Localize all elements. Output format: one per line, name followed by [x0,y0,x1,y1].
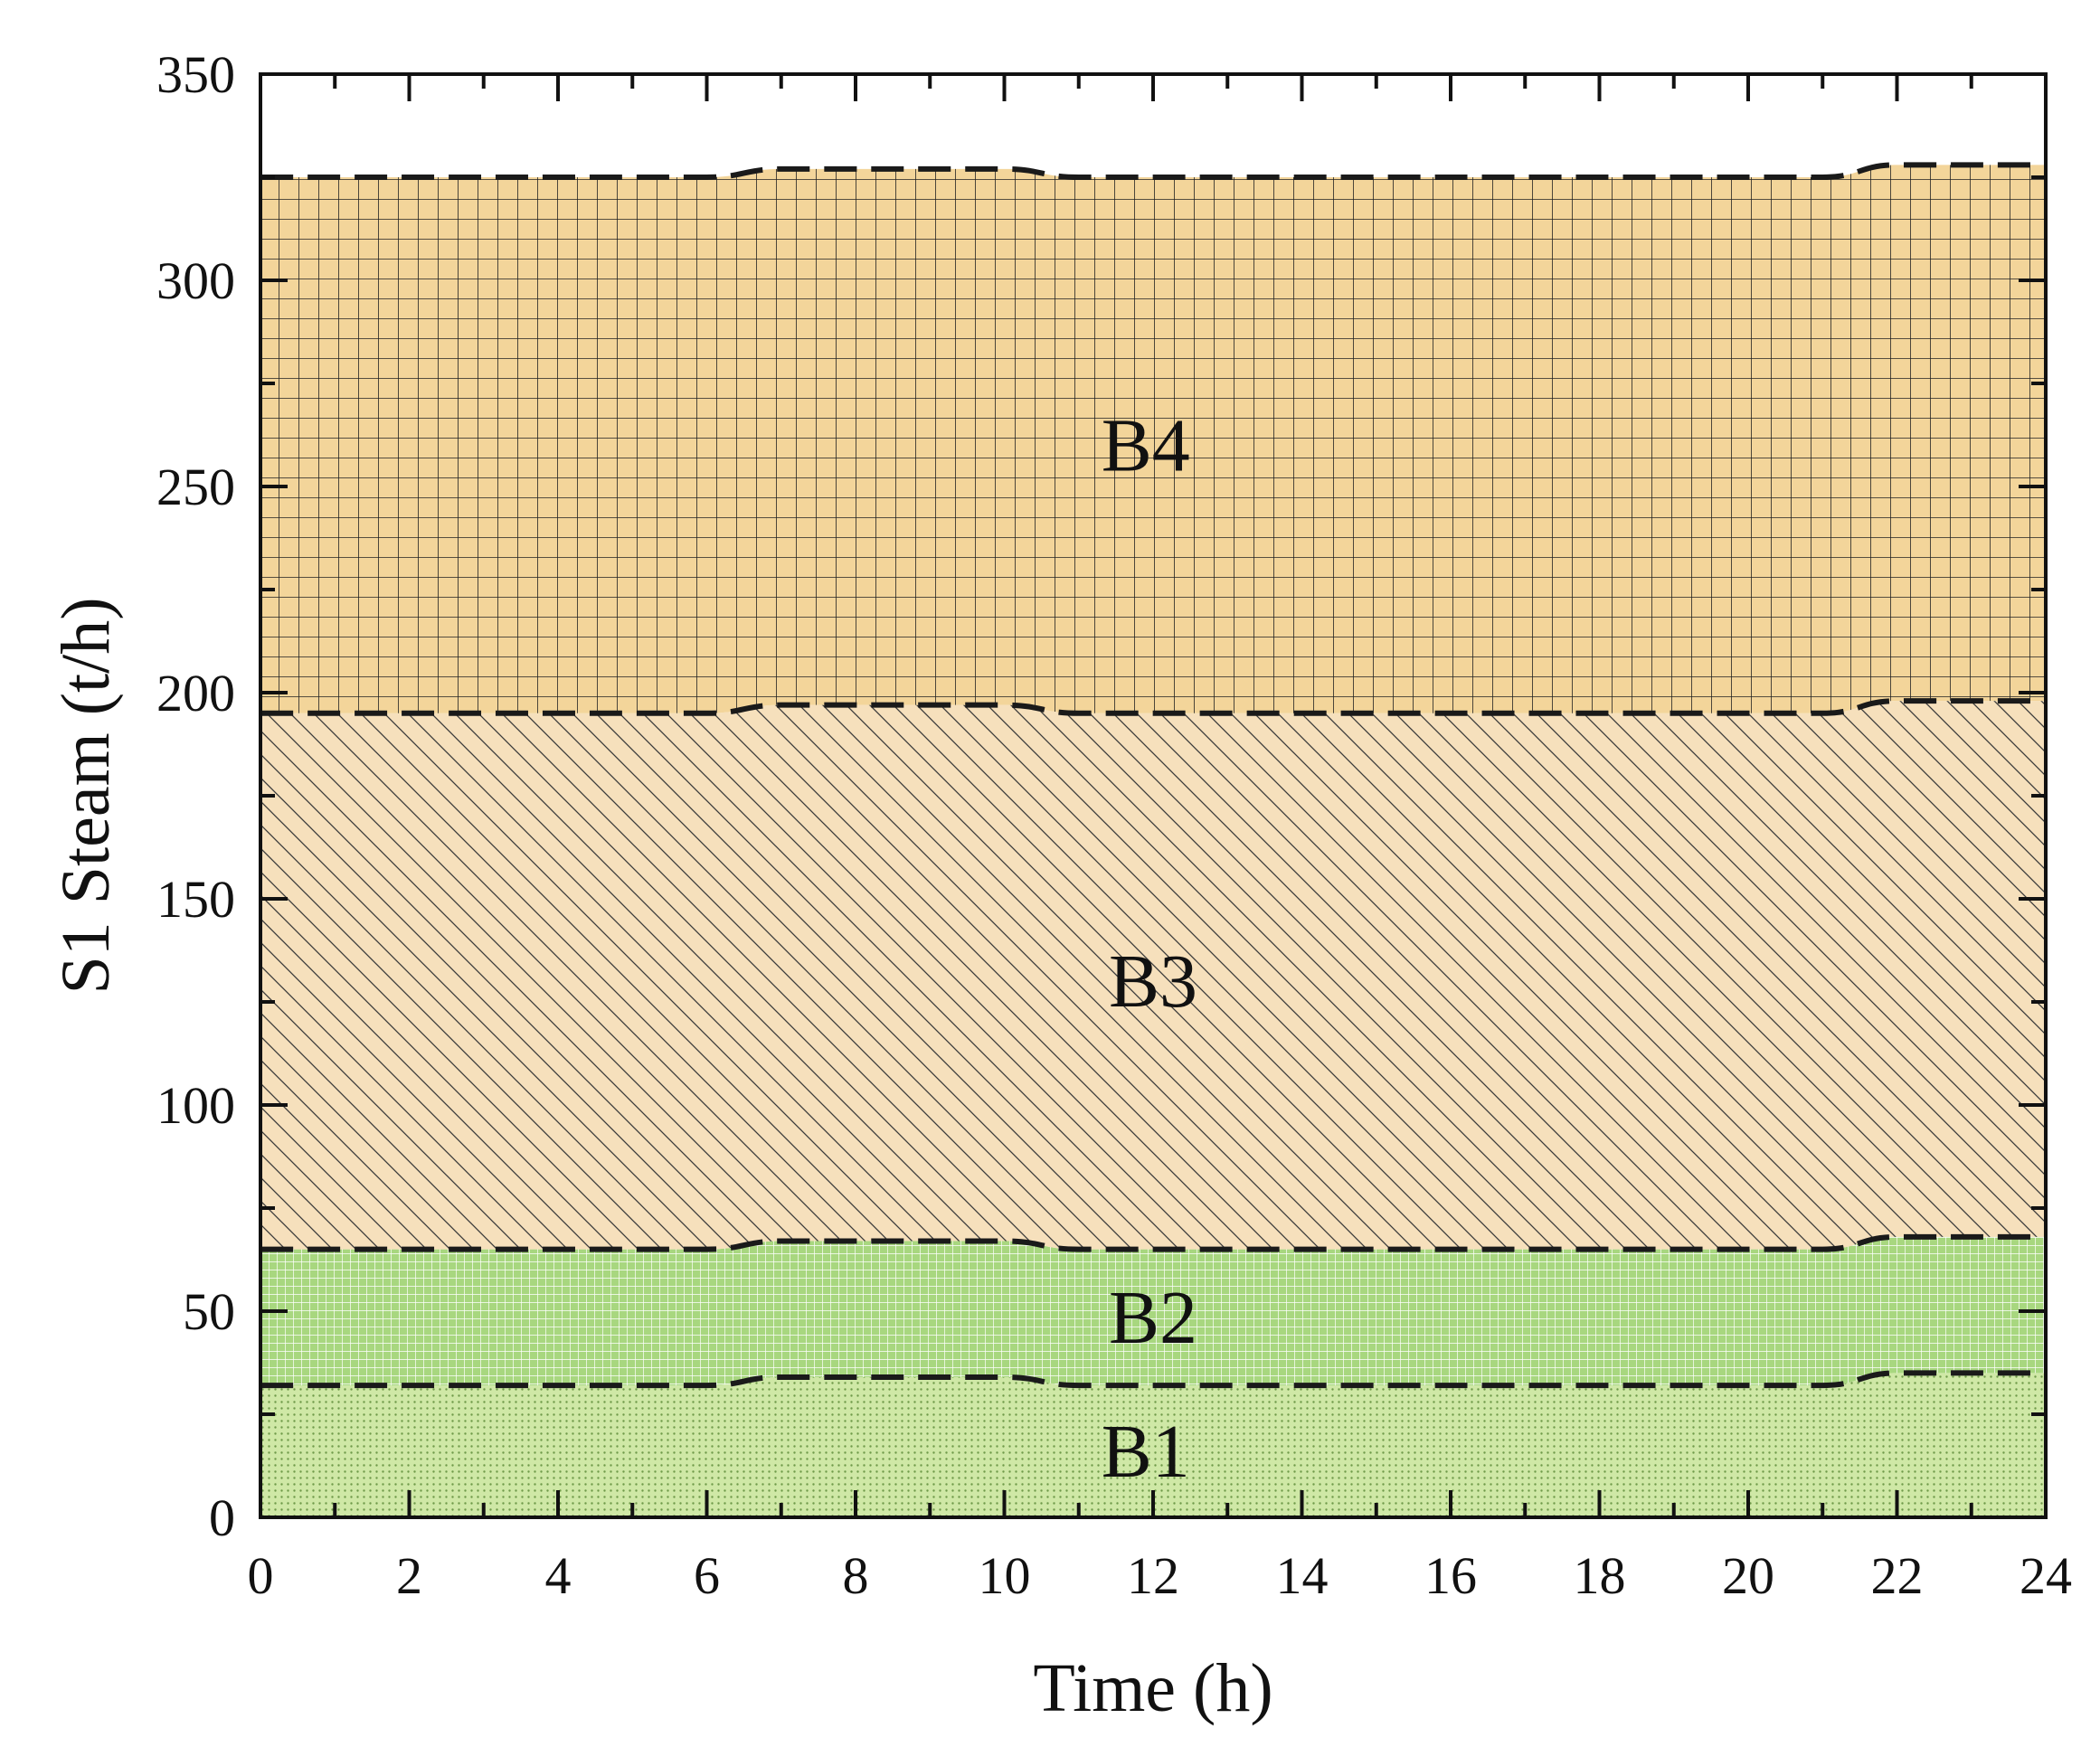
area-b1 [260,1373,2046,1517]
y-tick-label: 350 [156,45,235,104]
y-tick-label: 200 [156,664,235,722]
band-label-b3: B3 [1109,940,1197,1024]
x-tick-label: 18 [1574,1546,1626,1605]
area-b4 [260,165,2046,713]
area-b2 [260,1236,2046,1386]
y-tick-label: 150 [156,870,235,929]
x-tick-label: 8 [843,1546,869,1605]
band-label-b1: B1 [1102,1410,1190,1494]
band-label-b2: B2 [1109,1276,1197,1360]
x-tick-label: 22 [1871,1546,1924,1605]
x-tick-label: 24 [2020,1546,2072,1605]
y-tick-label: 250 [156,458,235,516]
y-tick-label: 50 [183,1282,235,1341]
area-b3 [260,701,2046,1250]
x-tick-label: 0 [248,1546,274,1605]
x-tick-label: 2 [396,1546,422,1605]
y-tick-label: 300 [156,251,235,310]
boundary-line-b4 [260,162,2046,181]
y-tick-label: 0 [209,1488,235,1547]
y-tick-label: 100 [156,1076,235,1135]
boundary-line-b1 [260,1370,2046,1389]
band-label-b4: B4 [1102,403,1190,487]
x-tick-label: 16 [1424,1546,1477,1605]
x-tick-label: 12 [1127,1546,1179,1605]
x-tick-label: 20 [1722,1546,1774,1605]
x-axis-title: Time (h) [1033,1650,1272,1726]
x-tick-label: 4 [545,1546,572,1605]
y-axis-title: S1 Steam (t/h) [48,597,124,994]
x-tick-label: 10 [979,1546,1031,1605]
x-tick-label: 14 [1276,1546,1329,1605]
boundary-line-b3 [260,698,2046,716]
boundary-line-b2 [260,1233,2046,1252]
x-tick-label: 6 [694,1546,720,1605]
